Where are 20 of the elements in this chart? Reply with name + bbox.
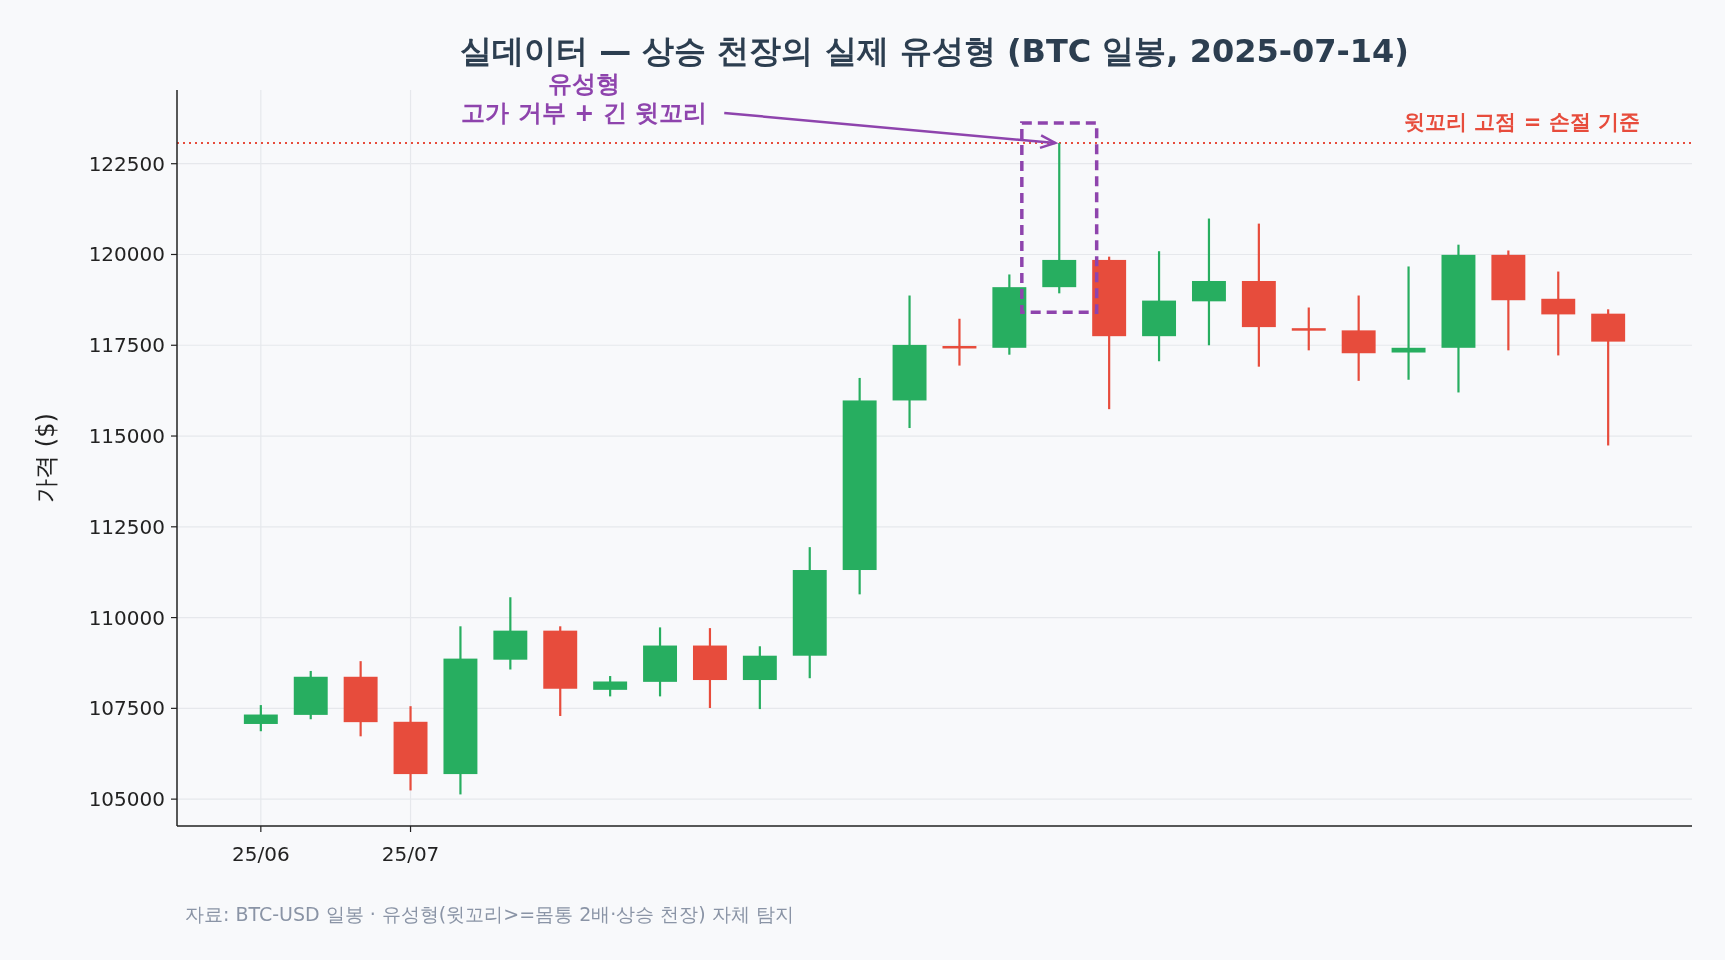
candlestick [243, 703, 278, 733]
y-tick-label: 117500 [88, 333, 165, 358]
x-tick-label: 25/06 [232, 842, 290, 866]
y-tick-label: 107500 [88, 696, 165, 721]
candlestick [1291, 306, 1326, 352]
candlestick [1391, 265, 1426, 381]
y-tick-label: 112500 [88, 514, 165, 539]
x-tick-label: 25/07 [381, 842, 440, 866]
y-tick-label: 110000 [88, 605, 165, 630]
y-tick-label: 122500 [88, 151, 165, 176]
annotation: 유성형 고가 거부 + 긴 윗꼬리 [461, 70, 708, 128]
y-tick-label: 120000 [88, 242, 165, 267]
y-tick-label: 105000 [88, 787, 165, 812]
y-tick-label: 115000 [88, 424, 165, 449]
candlestick [1191, 217, 1226, 347]
candlestick [1541, 270, 1576, 357]
text: 자료: BTC-USD 일봉 · 유성형(윗꼬리>=몸통 2배·상승 천장) 자체 탐지 [185, 903, 794, 925]
ref-line-label: 윗꼬리 고점 = 손절 기준 [1404, 110, 1640, 135]
y-axis-title: 가격 ($) [32, 413, 60, 503]
chart-title: 실데이터 — 상승 천장의 실제 유성형 (BTC 일봉, 2025-07-14) [460, 32, 1409, 70]
